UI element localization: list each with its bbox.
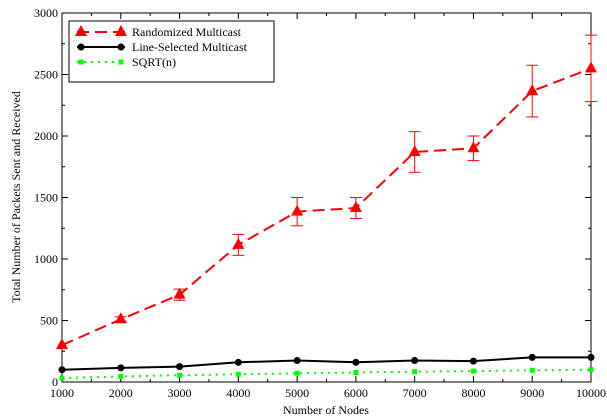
x-tick-label: 10000 — [576, 386, 606, 400]
data-point — [352, 358, 360, 366]
x-tick-label: 9000 — [520, 386, 544, 400]
data-point — [294, 370, 300, 376]
x-tick-label: 4000 — [226, 386, 250, 400]
x-tick-label: 8000 — [461, 386, 485, 400]
legend-marker — [117, 43, 125, 51]
data-point — [349, 200, 362, 212]
y-tick-label: 1500 — [34, 191, 58, 205]
series-randomized-multicast — [56, 34, 597, 350]
data-point — [587, 353, 595, 361]
series-sqrt-n — [59, 367, 594, 381]
data-point — [526, 84, 539, 96]
y-axis-title: Total Number of Packets Sent and Receive… — [9, 91, 23, 303]
data-point — [176, 363, 184, 371]
data-point — [114, 312, 127, 324]
data-point — [118, 373, 124, 379]
x-tick-label: 7000 — [403, 386, 427, 400]
y-tick-label: 3000 — [34, 6, 58, 20]
data-point — [470, 368, 476, 374]
y-tick-label: 500 — [40, 314, 58, 328]
data-point — [56, 338, 68, 350]
series-layer — [56, 34, 597, 381]
x-tick-label: 5000 — [285, 386, 309, 400]
data-point — [528, 353, 536, 361]
data-point — [529, 367, 535, 373]
legend-marker — [118, 59, 124, 65]
y-tick-label: 2000 — [34, 129, 58, 143]
data-point — [467, 141, 480, 153]
x-tick-label: 3000 — [168, 386, 192, 400]
y-tick-label: 1000 — [34, 252, 58, 266]
data-point — [58, 366, 66, 374]
series-line — [61, 368, 592, 380]
x-tick-label: 6000 — [344, 386, 368, 400]
x-axis-title: Number of Nodes — [283, 403, 369, 417]
data-point — [412, 369, 418, 375]
legend-marker — [78, 59, 84, 65]
y-tick-label: 2500 — [34, 68, 58, 82]
data-point — [588, 367, 594, 373]
series-line — [61, 67, 592, 347]
data-point — [232, 237, 245, 249]
data-point — [235, 371, 241, 377]
axis-ticks: 1000 2000 3000 4000 5000 6000 7000 8000 9000 1000… — [34, 6, 606, 400]
legend-marker — [115, 25, 127, 36]
data-point — [585, 61, 597, 73]
data-point — [408, 144, 421, 156]
data-point — [234, 358, 242, 366]
data-point — [173, 287, 186, 299]
data-point — [177, 372, 183, 378]
y-tick-label: 0 — [52, 375, 58, 389]
x-tick-label: 1000 — [50, 386, 74, 400]
legend-label: SQRT(n) — [132, 55, 176, 69]
data-point — [469, 357, 477, 365]
data-point — [117, 364, 125, 372]
legend-marker — [77, 43, 85, 51]
series-line — [61, 356, 591, 371]
data-point — [411, 356, 419, 364]
legend-label: Randomized Multicast — [132, 25, 242, 39]
legend-label: Line-Selected Multicast — [132, 40, 248, 54]
data-point — [291, 204, 304, 216]
series-line-selected-multicast — [58, 353, 595, 374]
legend-marker — [75, 25, 87, 36]
data-point — [59, 375, 65, 381]
data-point — [353, 370, 359, 376]
x-tick-label: 2000 — [109, 386, 133, 400]
data-point — [293, 356, 301, 364]
